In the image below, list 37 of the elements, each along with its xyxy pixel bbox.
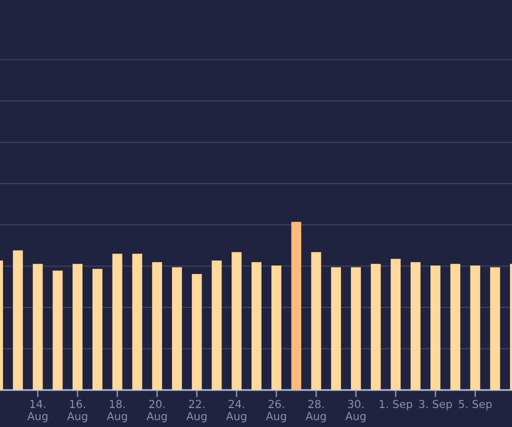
x-tick-label: 24. Aug: [226, 400, 246, 422]
x-tick-label: 3. Sep: [419, 400, 452, 410]
x-tick-label: 16. Aug: [67, 400, 88, 422]
bar: [132, 254, 142, 390]
bar: [192, 274, 202, 390]
bar: [72, 264, 83, 390]
bar: [311, 252, 322, 390]
bar: [232, 252, 242, 390]
x-tick-label: 28. Aug: [306, 400, 326, 422]
bar: [271, 266, 282, 390]
bar: [390, 258, 401, 390]
bar: [52, 270, 63, 390]
bar: [252, 262, 262, 390]
x-tick-label: 1. Sep: [380, 400, 412, 410]
x-tick-label: 26. Aug: [266, 400, 286, 422]
bar: [92, 268, 102, 390]
bar: [112, 254, 122, 390]
x-tick-label: 30. Aug: [345, 400, 366, 422]
bar: [291, 222, 302, 390]
bar: [32, 264, 43, 390]
bar: [410, 262, 421, 390]
bar: [12, 250, 23, 390]
bar: [470, 266, 480, 390]
bar: [172, 267, 182, 390]
bar: [450, 264, 460, 390]
bar: [490, 267, 500, 390]
x-tick-label: 14. Aug: [27, 400, 48, 422]
bar: [430, 266, 440, 390]
x-tick-label: 18. Aug: [106, 400, 127, 422]
x-tick-label: 5. Sep: [458, 400, 492, 410]
bar: [331, 267, 341, 390]
bar: [350, 267, 361, 390]
x-tick-label: 22. Aug: [186, 400, 206, 422]
bar: [370, 264, 381, 390]
bar: [152, 262, 162, 390]
bar: [212, 260, 222, 390]
x-tick-label: 20. Aug: [146, 400, 167, 422]
